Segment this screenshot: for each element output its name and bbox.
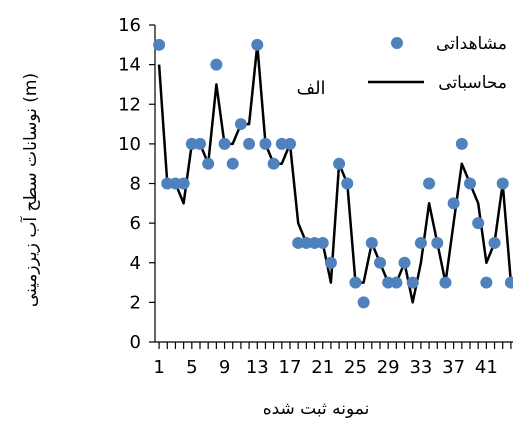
y-tick-label: 10 [118,134,141,155]
data-point-observed [447,197,460,210]
x-tick-label: 25 [344,357,367,378]
data-point-observed [202,157,215,170]
x-tick-label: 21 [311,357,334,378]
data-point-observed [341,177,354,190]
data-point-observed [414,236,427,249]
data-point-observed [472,217,485,230]
data-point-observed [226,157,239,170]
legend-label-computed: محاسباتی [438,73,507,93]
x-tick-label: 5 [186,357,197,378]
y-tick-label: 14 [118,55,141,76]
data-point-observed [284,137,296,150]
x-tick-label: 9 [219,357,230,378]
data-point-observed [439,276,452,289]
data-point-observed [488,236,501,249]
legend-marker-observed [391,37,403,49]
chart-annotation: الف [296,78,325,99]
data-point-observed [406,276,419,289]
series-line-layer [157,43,513,304]
data-point-observed [480,276,493,289]
data-point-observed [365,236,378,249]
data-point-observed [210,58,223,71]
legend-label-observed: مشاهداتی [436,34,507,54]
x-tick-label: 17 [279,357,302,378]
data-point-observed [259,137,272,150]
data-point-observed [455,137,468,150]
data-point-observed [349,276,362,289]
data-point-observed [464,177,476,190]
data-point-observed [496,177,509,190]
data-point-observed [431,236,444,249]
data-point-observed [177,177,190,190]
y-tick-label: 0 [130,332,141,353]
y-tick-label: 8 [130,174,141,195]
ticks [149,24,512,349]
legend: مشاهداتی محاسباتی [368,34,507,93]
series-line-computed [157,43,513,304]
y-tick-label: 2 [130,292,141,313]
x-tick-label: 33 [409,357,432,378]
data-point-observed [234,118,247,131]
data-point-observed [374,256,386,269]
data-point-observed [153,38,166,51]
series-points-layer [153,38,513,309]
x-tick-label: 29 [377,357,400,378]
data-point-observed [390,276,403,289]
x-tick-label: 13 [246,357,269,378]
y-tick-label: 6 [130,213,141,234]
data-point-observed [316,236,329,249]
y-tick-label: 16 [118,15,141,36]
data-point-observed [194,137,206,150]
data-point-observed [218,137,231,150]
data-point-observed [357,296,370,309]
data-point-observed [251,38,264,51]
data-point-observed [504,276,513,289]
data-point-observed [324,256,337,269]
x-tick-label: 37 [442,357,465,378]
y-tick-label: 12 [118,94,141,115]
data-point-observed [243,137,256,150]
data-point-observed [423,177,436,190]
x-axis-title: نمونه ثبت شده [263,399,370,419]
data-point-observed [267,157,280,170]
data-point-observed [398,256,411,269]
y-axis-title: نوسانات سطح آب زیرزمینی (m) [19,73,41,307]
y-tick-label: 4 [130,253,141,274]
tick-labels: 0 2 4 6 8 10 12 14 16 1 5 9 13 17 21 25 29 33 37 41 [118,15,498,378]
x-tick-label: 41 [475,357,498,378]
data-point-observed [333,157,346,170]
x-tick-label: 1 [153,357,164,378]
